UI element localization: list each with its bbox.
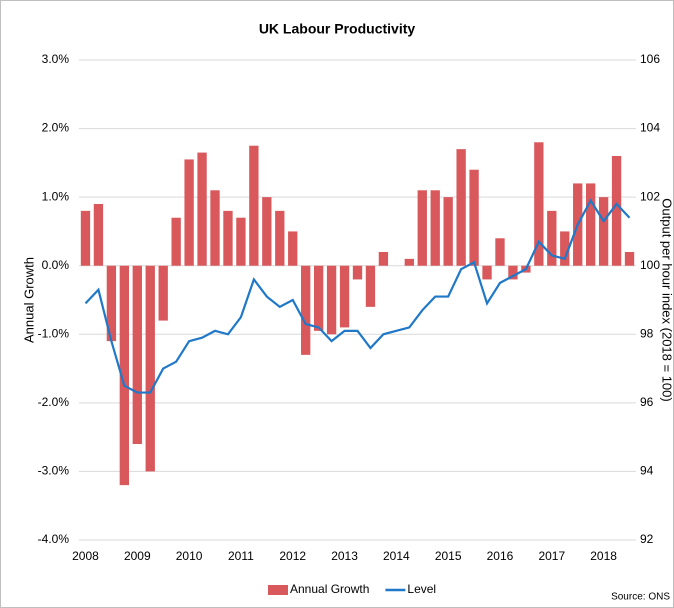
bar bbox=[249, 145, 259, 266]
bar bbox=[404, 258, 414, 266]
y-tick-label: -1.0% bbox=[38, 326, 70, 340]
x-tick-label: 2009 bbox=[124, 549, 151, 563]
bar bbox=[171, 217, 181, 266]
bar bbox=[352, 265, 363, 280]
x-tick-label: 2010 bbox=[176, 549, 203, 563]
bar bbox=[598, 197, 609, 266]
bar bbox=[210, 190, 220, 266]
x-tick-label: 2011 bbox=[228, 549, 254, 563]
bar bbox=[145, 265, 155, 472]
x-tick-label: 2018 bbox=[590, 549, 617, 563]
legend-label: Annual Growth bbox=[290, 582, 369, 596]
y-axis-label: Annual Growth bbox=[21, 257, 36, 343]
bar bbox=[119, 265, 130, 486]
y2-tick-label: 98 bbox=[640, 326, 654, 340]
y2-tick-label: 100 bbox=[640, 258, 660, 272]
bar bbox=[456, 149, 466, 266]
bar bbox=[585, 183, 596, 266]
bar bbox=[326, 265, 337, 335]
bar bbox=[197, 152, 207, 266]
y-tick-label: 2.0% bbox=[42, 121, 70, 135]
bar bbox=[378, 252, 389, 266]
x-tick-label: 2008 bbox=[72, 549, 99, 563]
x-tick-label: 2015 bbox=[435, 549, 462, 563]
y-tick-label: -4.0% bbox=[38, 532, 70, 546]
y2-axis-label: Output per hour index (2018 = 100) bbox=[660, 198, 674, 401]
bar bbox=[275, 210, 285, 266]
bar bbox=[611, 156, 622, 266]
bar bbox=[482, 265, 492, 280]
bar bbox=[560, 231, 570, 266]
y-tick-label: 3.0% bbox=[42, 52, 70, 66]
x-tick-label: 2014 bbox=[383, 549, 410, 563]
bar bbox=[223, 210, 233, 266]
y2-tick-label: 106 bbox=[640, 52, 660, 66]
bar bbox=[184, 159, 194, 266]
x-tick-label: 2013 bbox=[331, 549, 358, 563]
bar bbox=[158, 265, 168, 321]
legend-swatch bbox=[268, 585, 288, 595]
bar bbox=[339, 265, 350, 328]
bar bbox=[236, 217, 246, 266]
y-tick-label: 0.0% bbox=[42, 258, 70, 272]
bar bbox=[93, 204, 104, 266]
bar bbox=[365, 265, 376, 307]
bar bbox=[534, 142, 544, 266]
bar bbox=[443, 197, 453, 266]
bar bbox=[132, 265, 142, 444]
bar bbox=[624, 252, 635, 266]
bar bbox=[469, 169, 479, 266]
line bbox=[84, 198, 631, 394]
bar bbox=[80, 210, 91, 266]
legend-label: Level bbox=[407, 582, 436, 596]
bar bbox=[547, 210, 557, 266]
y-tick-label: -3.0% bbox=[38, 464, 70, 478]
y2-tick-label: 104 bbox=[640, 121, 660, 135]
source-note: Source: ONS bbox=[611, 592, 670, 603]
bar bbox=[417, 190, 427, 266]
x-tick-label: 2017 bbox=[538, 549, 565, 563]
bar bbox=[313, 265, 324, 331]
y2-tick-label: 92 bbox=[640, 532, 654, 546]
bar bbox=[262, 197, 272, 266]
bar bbox=[508, 265, 518, 280]
y2-tick-label: 96 bbox=[640, 395, 654, 409]
bar bbox=[301, 265, 311, 355]
chart-title: UK Labour Productivity bbox=[259, 21, 416, 37]
bar bbox=[430, 190, 440, 266]
y-tick-label: 1.0% bbox=[42, 189, 70, 203]
y2-tick-label: 94 bbox=[640, 464, 654, 478]
y2-tick-label: 102 bbox=[640, 189, 660, 203]
bar bbox=[106, 265, 117, 342]
y-tick-label: -2.0% bbox=[38, 395, 70, 409]
bar bbox=[495, 238, 505, 266]
x-tick-label: 2012 bbox=[279, 549, 306, 563]
bar bbox=[288, 231, 298, 266]
x-tick-label: 2016 bbox=[487, 549, 514, 563]
